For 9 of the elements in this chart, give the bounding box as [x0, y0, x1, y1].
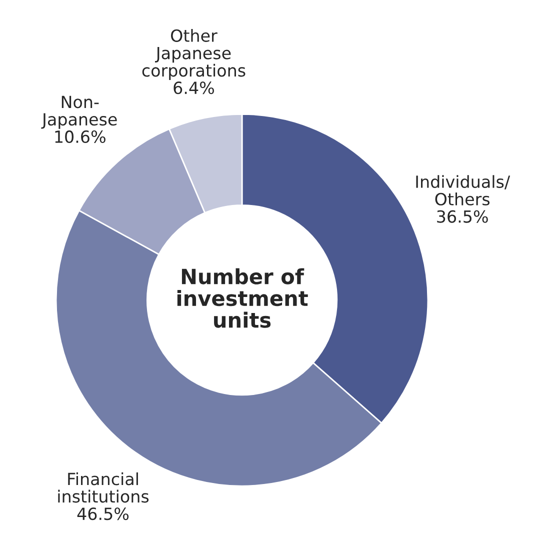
slice-label: Individuals/ Others — [416, 175, 510, 206]
slice-label: Financial institutions — [58, 472, 149, 503]
data-label: 46.5% — [77, 507, 129, 520]
data-label: 6.4% — [174, 82, 214, 94]
text: Number of investment units — [177, 268, 308, 328]
slice-label: Other Japanese corporations — [142, 29, 246, 80]
slice-label: Non- Japanese — [41, 96, 117, 129]
data-label: 36.5% — [437, 210, 488, 223]
data-label: 10.6% — [55, 130, 106, 143]
